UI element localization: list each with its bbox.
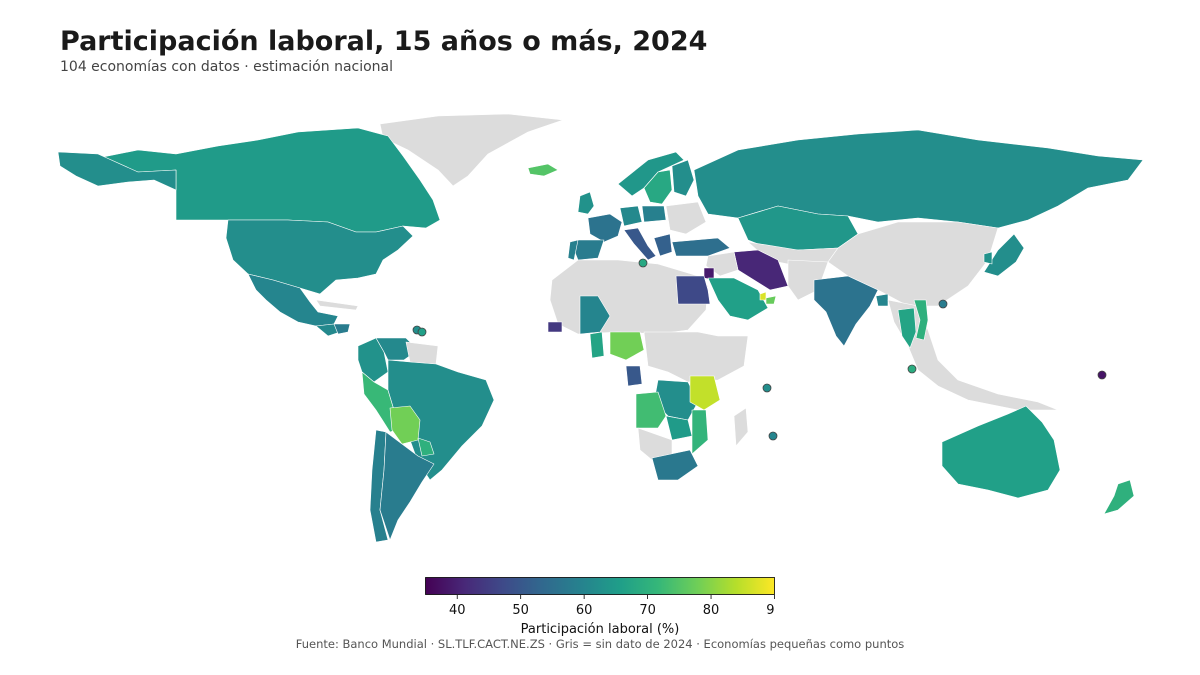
country-portugal xyxy=(567,239,579,261)
country-qatar xyxy=(759,291,767,301)
point-singapore xyxy=(907,364,917,374)
map-title: Participación laboral, 15 años o más, 20… xyxy=(60,26,708,57)
country-nigeria xyxy=(609,331,645,361)
colorbar-tick-label: 50 xyxy=(512,603,529,618)
country-france xyxy=(587,213,623,243)
colorbar: 40 50 60 70 80 90 xyxy=(425,577,775,618)
point-grenada xyxy=(417,327,427,337)
country-norway xyxy=(617,151,685,197)
country-australia xyxy=(941,405,1061,499)
country-south-korea xyxy=(983,251,993,265)
country-uae xyxy=(765,295,777,305)
country-iceland xyxy=(527,163,559,177)
country-bolivia xyxy=(389,405,421,445)
region-guianas xyxy=(405,341,439,365)
colorbar-tick-label: 70 xyxy=(639,603,656,618)
choropleth-map xyxy=(58,113,1143,543)
map-subtitle: 104 economías con datos · estimación nac… xyxy=(60,59,394,75)
point-marshall-islands xyxy=(1097,370,1107,380)
country-poland xyxy=(641,205,667,223)
point-hong-kong xyxy=(938,299,948,309)
country-south-africa xyxy=(651,449,699,481)
colorbar-tick-label: 80 xyxy=(703,603,720,618)
point-seychelles xyxy=(762,383,772,393)
country-mozambique xyxy=(691,409,709,455)
country-japan xyxy=(983,233,1025,277)
country-turkiye xyxy=(671,237,731,257)
country-united-kingdom xyxy=(577,191,595,215)
point-mauritius xyxy=(768,431,778,441)
country-egypt xyxy=(675,275,711,305)
country-greece xyxy=(653,233,673,257)
colorbar-gradient xyxy=(425,577,775,595)
colorbar-tick-label: 90 xyxy=(766,603,775,618)
country-honduras xyxy=(333,323,351,335)
colorbar-tick-label: 40 xyxy=(449,603,466,618)
country-angola xyxy=(635,391,667,429)
country-tanzania xyxy=(689,375,721,411)
point-malta xyxy=(638,258,648,268)
colorbar-label: Participación laboral (%) xyxy=(520,622,680,637)
country-germany xyxy=(619,205,643,227)
country-saudi-arabia xyxy=(707,277,769,321)
country-paraguay xyxy=(417,437,435,457)
country-senegal xyxy=(547,321,563,333)
small-economies-layer xyxy=(412,258,1107,441)
region-central-africa xyxy=(643,331,749,383)
colorbar-tick-label: 60 xyxy=(576,603,593,618)
country-iran xyxy=(733,249,789,291)
region-madagascar xyxy=(733,407,749,447)
source-note: Fuente: Banco Mundial · SL.TLF.CACT.NE.Z… xyxy=(295,637,905,651)
country-canada xyxy=(97,127,441,233)
colorbar-ticks: 40 50 60 70 80 90 xyxy=(449,595,775,618)
country-italy xyxy=(623,227,657,261)
country-sweden xyxy=(643,169,673,205)
country-mali xyxy=(579,295,611,335)
region-caribbean xyxy=(315,299,359,311)
country-new-zealand xyxy=(1103,479,1135,515)
land-layer xyxy=(58,113,1143,543)
country-us-alaska xyxy=(58,151,177,191)
region-eastern-europe xyxy=(665,201,707,235)
country-thailand xyxy=(897,307,917,349)
country-ghana xyxy=(589,331,605,359)
country-argentina xyxy=(379,431,435,541)
country-finland xyxy=(671,159,695,197)
country-india xyxy=(813,275,879,347)
region-greenland xyxy=(379,113,564,187)
country-spain xyxy=(573,239,605,261)
country-bangladesh xyxy=(875,293,889,307)
country-vietnam xyxy=(913,299,929,341)
country-gabon xyxy=(625,365,643,387)
